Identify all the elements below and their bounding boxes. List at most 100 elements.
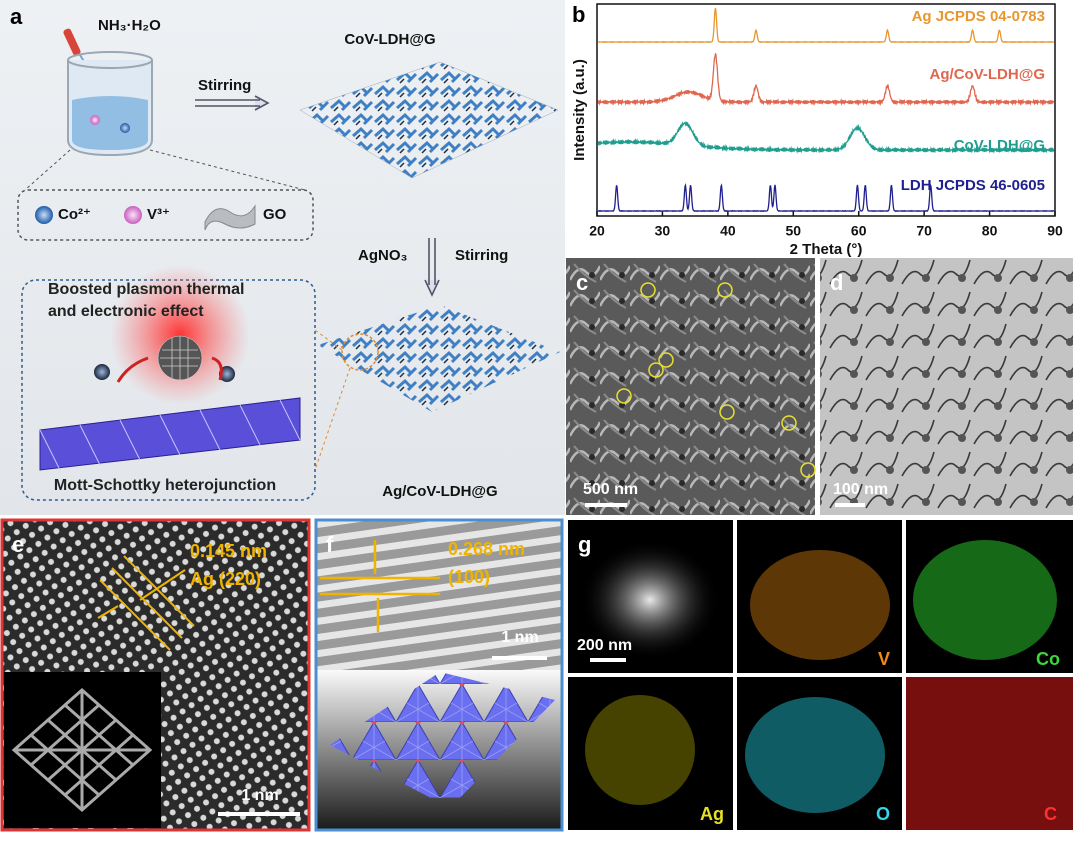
circle-shape	[616, 388, 632, 404]
scale-bar	[218, 812, 300, 816]
highlight	[341, 333, 379, 371]
map-tile	[906, 677, 1073, 830]
trace-label: Ag/CoV-LDH@G	[930, 66, 1045, 83]
trace-label: LDH JCPDS 46-0605	[901, 177, 1045, 194]
product-label: Ag/CoV-LDH@G	[382, 483, 497, 500]
dropper	[63, 28, 81, 56]
line-shape	[97, 605, 119, 619]
go-sheet	[204, 204, 256, 231]
co-map	[913, 540, 1057, 660]
arrow	[195, 95, 270, 111]
panel-label: a	[10, 4, 23, 29]
y-axis-label: Intensity (a.u.)	[571, 59, 588, 161]
ag-ldh-sheet	[318, 305, 560, 412]
ag-map	[585, 695, 695, 805]
x-tick-label: 20	[589, 223, 605, 239]
panel-label: e	[12, 532, 24, 557]
effect-text: Boosted plasmon thermal	[48, 281, 244, 298]
scale-label: 100 nm	[833, 481, 888, 498]
guide-line	[24, 149, 71, 191]
map-tile	[568, 677, 733, 830]
panel-label: d	[830, 270, 843, 295]
step-label: Stirring	[198, 77, 251, 94]
xrd-trace	[597, 121, 1055, 154]
tem-image	[820, 258, 1073, 515]
panel-e: e 0.145 nm Ag (220) 1 nm	[0, 518, 311, 832]
xrd-trace	[597, 183, 1055, 213]
panel-b: b Intensity (a.u.) 2 Theta (°) 20 30 40 50 6…	[571, 2, 1063, 258]
panel-label: f	[326, 532, 334, 557]
layer-lines	[39, 399, 301, 471]
element-label: Co	[1036, 649, 1060, 669]
x-tick-label: 30	[655, 223, 671, 239]
arrow	[211, 356, 223, 381]
arrow	[424, 238, 440, 297]
o-map	[745, 697, 885, 813]
junction-label: Mott-Schottky heterojunction	[54, 477, 276, 494]
v-ion	[124, 206, 142, 224]
scale-label: 1 nm	[501, 629, 538, 646]
co-ion	[35, 206, 53, 224]
element-label: C	[1044, 804, 1057, 824]
circle-shape	[640, 282, 656, 298]
electron	[219, 366, 235, 382]
ag-lattice	[160, 336, 200, 380]
circle-shape	[717, 282, 733, 298]
line-shape	[123, 555, 195, 627]
panel-g: g 200 nm V Co Ag O C	[568, 520, 1073, 832]
element-label: O	[876, 804, 890, 824]
panel-label: b	[572, 2, 585, 27]
x-tick-label: 70	[916, 223, 932, 239]
step-label: Stirring	[455, 247, 508, 264]
line-shape	[139, 569, 186, 601]
element-label: Ag	[700, 804, 724, 824]
x-tick-label: 50	[785, 223, 801, 239]
scale-bar	[585, 503, 627, 507]
guide-line	[149, 149, 306, 191]
ion	[120, 123, 130, 133]
c-map	[906, 677, 1073, 830]
ion	[90, 115, 100, 125]
panel-label: c	[576, 270, 588, 295]
spacing-lines	[97, 555, 195, 651]
scale-bar	[492, 656, 547, 660]
x-tick-label: 80	[982, 223, 998, 239]
circle-shape	[719, 404, 735, 420]
x-tick-label: 40	[720, 223, 736, 239]
circle-shape	[648, 362, 664, 378]
particle-cluster	[580, 540, 720, 660]
xrd-trace	[597, 53, 1055, 107]
trace-label: Ag JCPDS 04-0783	[912, 8, 1045, 25]
circle-shape	[658, 352, 674, 368]
ldh-sheet	[299, 61, 559, 179]
beaker-rim	[67, 51, 153, 69]
line-shape	[99, 579, 171, 651]
legend-label: GO	[263, 206, 287, 223]
panel-f: f 0.268 nm (100) 1 nm	[314, 518, 564, 832]
plane-label: (100)	[448, 567, 490, 587]
spacing-label: 0.268 nm	[448, 539, 525, 559]
v-map	[750, 550, 890, 660]
trace-label: CoV-LDH@G	[954, 137, 1045, 154]
panel-border	[314, 518, 564, 832]
element-label: V	[878, 649, 890, 669]
scale-label: 500 nm	[583, 481, 638, 498]
plot-frame	[596, 3, 1056, 217]
scale-bar	[835, 503, 865, 507]
sem-image	[566, 258, 815, 515]
arrow	[116, 356, 149, 383]
fcc-lattice	[11, 687, 153, 813]
reagent: AgNO₃	[358, 247, 407, 264]
spacing-lines	[320, 540, 440, 632]
panel-label: g	[578, 532, 591, 557]
circle-shape	[781, 415, 797, 431]
panel-d: d 100 nm	[820, 258, 1073, 515]
solution	[72, 96, 148, 150]
product-label: CoV-LDH@G	[344, 31, 435, 48]
x-axis-label: 2 Theta (°)	[790, 241, 863, 258]
line-shape	[111, 567, 183, 639]
circle-shape	[800, 462, 816, 478]
x-tick-label: 60	[851, 223, 867, 239]
